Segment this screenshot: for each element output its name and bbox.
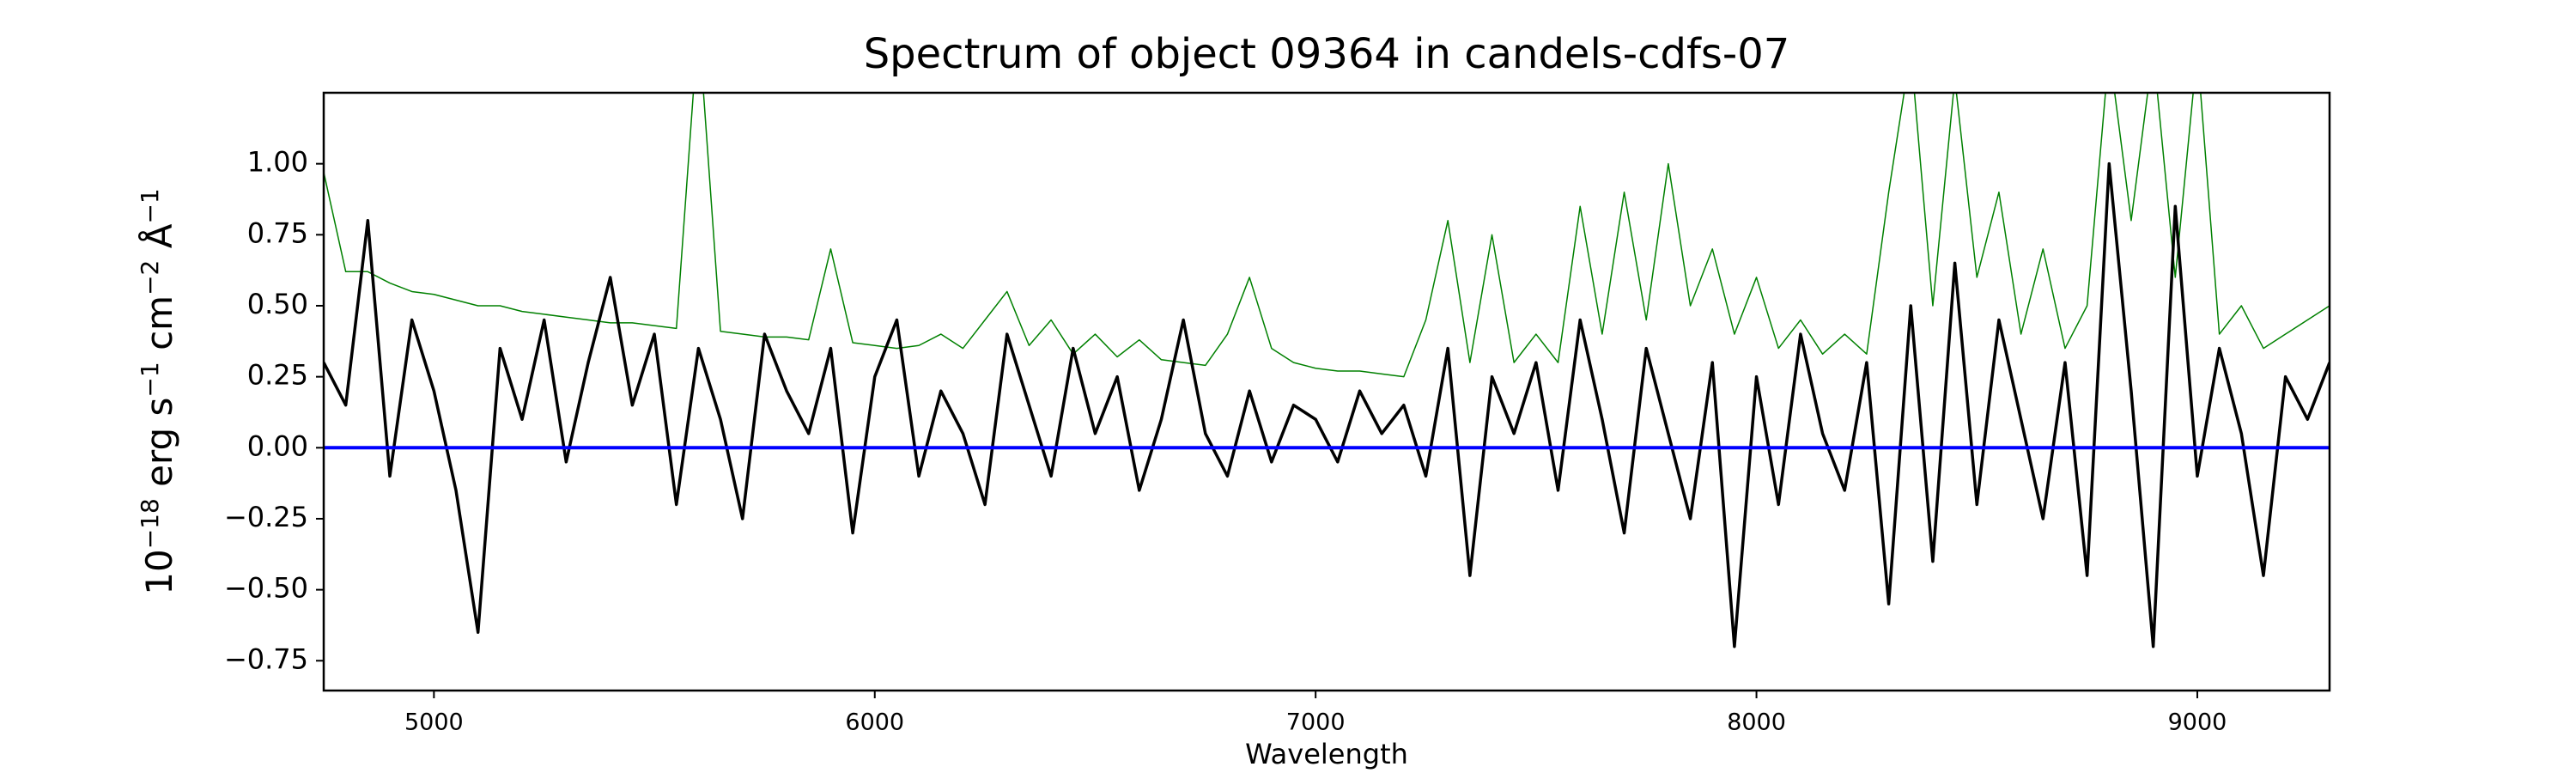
y-tick-label: 1.00 <box>247 146 308 179</box>
y-axis-label-part: Å <box>137 223 180 259</box>
y-tick-label: 0.50 <box>247 288 308 320</box>
spectrum-line <box>324 93 2330 378</box>
chart-title: Spectrum of object 09364 in candels-cdfs… <box>864 30 1790 78</box>
y-tick-label: −0.50 <box>224 572 308 605</box>
plot-area <box>324 93 2330 648</box>
y-axis-label-part: 10 <box>138 549 180 594</box>
x-axis-label: Wavelength <box>1245 738 1408 770</box>
y-tick-label: 0.00 <box>247 429 308 462</box>
y-axis-label-part: −18 <box>136 498 164 549</box>
y-axis-label-part: −2 <box>136 260 164 295</box>
y-tick-label: −0.25 <box>224 501 308 533</box>
x-tick-label: 6000 <box>845 709 904 736</box>
y-axis-label-part: −1 <box>136 362 164 397</box>
y-tick-label: 0.25 <box>247 359 308 392</box>
spectrum-line <box>324 161 2330 648</box>
x-tick-label: 8000 <box>1727 709 1786 736</box>
y-tick-label: 0.75 <box>247 216 308 249</box>
y-tick-label: −0.75 <box>224 642 308 675</box>
y-axis-label-part: erg s <box>138 398 180 499</box>
x-tick-label: 9000 <box>2168 709 2227 736</box>
y-axis-label-part: cm <box>138 295 180 362</box>
x-tick-label: 5000 <box>404 709 464 736</box>
x-tick-label: 7000 <box>1286 709 1346 736</box>
y-axis-label-part: −1 <box>136 188 164 223</box>
plot-frame <box>322 91 2331 692</box>
y-axis-label: 10−18 erg s−1 cm−2 Å−1 <box>136 188 181 594</box>
